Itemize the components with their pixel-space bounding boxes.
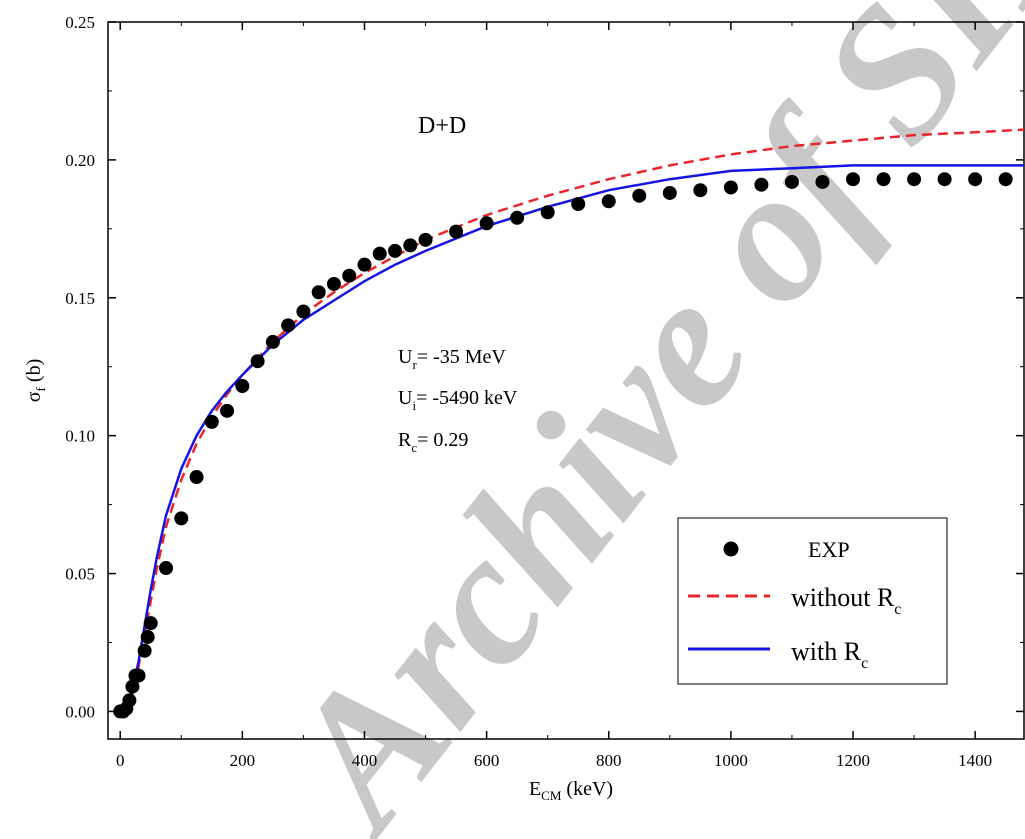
y-tick-label: 0.25	[65, 13, 95, 32]
exp-data-point	[143, 616, 158, 631]
exp-data-point	[907, 172, 922, 187]
y-tick-label: 0.15	[65, 289, 95, 308]
exp-data-point	[265, 334, 280, 349]
annotation-ui: Ui= -5490 keV	[398, 387, 518, 413]
exp-data-point	[372, 246, 387, 261]
y-tick-label: 0.20	[65, 151, 95, 170]
exp-data-point	[937, 172, 952, 187]
watermark-text: Archive of SID	[241, 0, 1025, 839]
exp-data-point	[235, 379, 250, 394]
annotation-ur-value: = -35 MeV	[417, 346, 507, 368]
annotation-rc-sub: c	[411, 440, 417, 455]
plot-frame	[107, 21, 1025, 740]
annotation-rc: Rc= 0.29	[398, 429, 468, 455]
x-tick-label: 600	[474, 751, 500, 770]
exp-data-point	[968, 172, 983, 187]
exp-data-point	[125, 679, 140, 694]
annotation-ui-value: = -5490 keV	[416, 387, 518, 409]
exp-data-point	[601, 194, 616, 209]
x-axis-title: ECM (keV)	[529, 778, 613, 803]
y-axis: 0.00 0.05 0.10 0.15 0.20 0.25	[65, 13, 1024, 721]
exp-data-point	[189, 470, 204, 485]
y-tick-label: 0.05	[65, 565, 95, 584]
legend-without-rc-label: without Rc	[791, 583, 901, 618]
annotation-rc-label: R	[398, 429, 412, 451]
x-tick-label: 200	[230, 751, 256, 770]
legend: EXP without Rc with Rc	[677, 517, 948, 685]
legend-with-rc-text: with R	[791, 637, 862, 666]
exp-data-point	[662, 185, 677, 200]
x-tick-label: 1000	[714, 751, 748, 770]
annotation-ur: Ur= -35 MeV	[398, 346, 506, 372]
x-tick-label: 1400	[958, 751, 992, 770]
y-axis-title: σf (b)	[23, 359, 48, 402]
annotation-ur-label: U	[398, 346, 413, 368]
exp-data-point	[296, 304, 311, 319]
x-axis-title-main: E	[529, 778, 541, 800]
exp-data-point	[250, 354, 265, 369]
legend-without-rc-sub: c	[894, 601, 901, 618]
legend-box	[677, 517, 948, 685]
y-axis-title-sub: f	[33, 386, 48, 391]
exp-data-point	[571, 197, 586, 212]
exp-data-point	[754, 177, 769, 192]
exp-data-point	[357, 257, 372, 272]
legend-with-rc-label: with Rc	[791, 637, 868, 672]
exp-data-point	[388, 243, 403, 258]
exp-data-point	[122, 693, 137, 708]
watermark: Archive of SID	[241, 0, 1025, 839]
exp-data-point	[204, 414, 219, 429]
exp-data-point	[342, 268, 357, 283]
series-points	[113, 172, 1013, 719]
exp-data-point	[418, 232, 433, 247]
y-tick-label: 0.00	[65, 702, 95, 721]
y-tick-label: 0.10	[65, 427, 95, 446]
exp-data-point	[137, 643, 152, 658]
x-tick-label: 0	[116, 751, 125, 770]
exp-data-point	[540, 205, 555, 220]
legend-exp-label: EXP	[808, 537, 850, 562]
x-tick-label: 800	[596, 751, 622, 770]
x-axis-title-unit: (keV)	[561, 778, 613, 800]
legend-exp-marker	[723, 541, 739, 557]
exp-data-point	[693, 183, 708, 198]
x-tick-label: 1200	[836, 751, 870, 770]
exp-data-point	[281, 318, 296, 333]
exp-data-point	[846, 172, 861, 187]
exp-data-point	[131, 668, 146, 683]
exp-data-point	[510, 210, 525, 225]
exp-data-point	[815, 174, 830, 189]
exp-data-point	[998, 172, 1013, 187]
annotation-ui-sub: i	[412, 398, 416, 413]
exp-data-point	[449, 224, 464, 239]
exp-data-point	[723, 180, 738, 195]
exp-data-point	[403, 238, 418, 253]
chart-title: D+D	[418, 113, 466, 139]
x-axis-title-sub: CM	[541, 788, 562, 803]
exp-data-point	[479, 216, 494, 231]
y-axis-title-unit: (b)	[23, 359, 45, 387]
annotation-rc-value: = 0.29	[417, 429, 468, 451]
exp-data-point	[220, 403, 235, 418]
exp-data-point	[174, 511, 189, 526]
y-axis-title-main: σ	[23, 391, 45, 402]
legend-with-rc-sub: c	[861, 655, 868, 672]
exp-data-point	[784, 174, 799, 189]
exp-data-point	[311, 285, 326, 300]
exp-data-point	[326, 276, 341, 291]
annotation-ui-label: U	[398, 387, 413, 409]
annotation-ur-sub: r	[412, 357, 417, 372]
legend-without-rc-text: without R	[791, 583, 895, 612]
series-line-with-rc	[119, 164, 1024, 713]
exp-data-point	[140, 629, 155, 644]
exp-data-point	[632, 188, 647, 203]
x-axis: 0 200 400 600 800 1000 1200 1400	[116, 22, 992, 770]
exp-data-point	[159, 561, 174, 576]
exp-data-point	[876, 172, 891, 187]
x-tick-label: 400	[352, 751, 378, 770]
